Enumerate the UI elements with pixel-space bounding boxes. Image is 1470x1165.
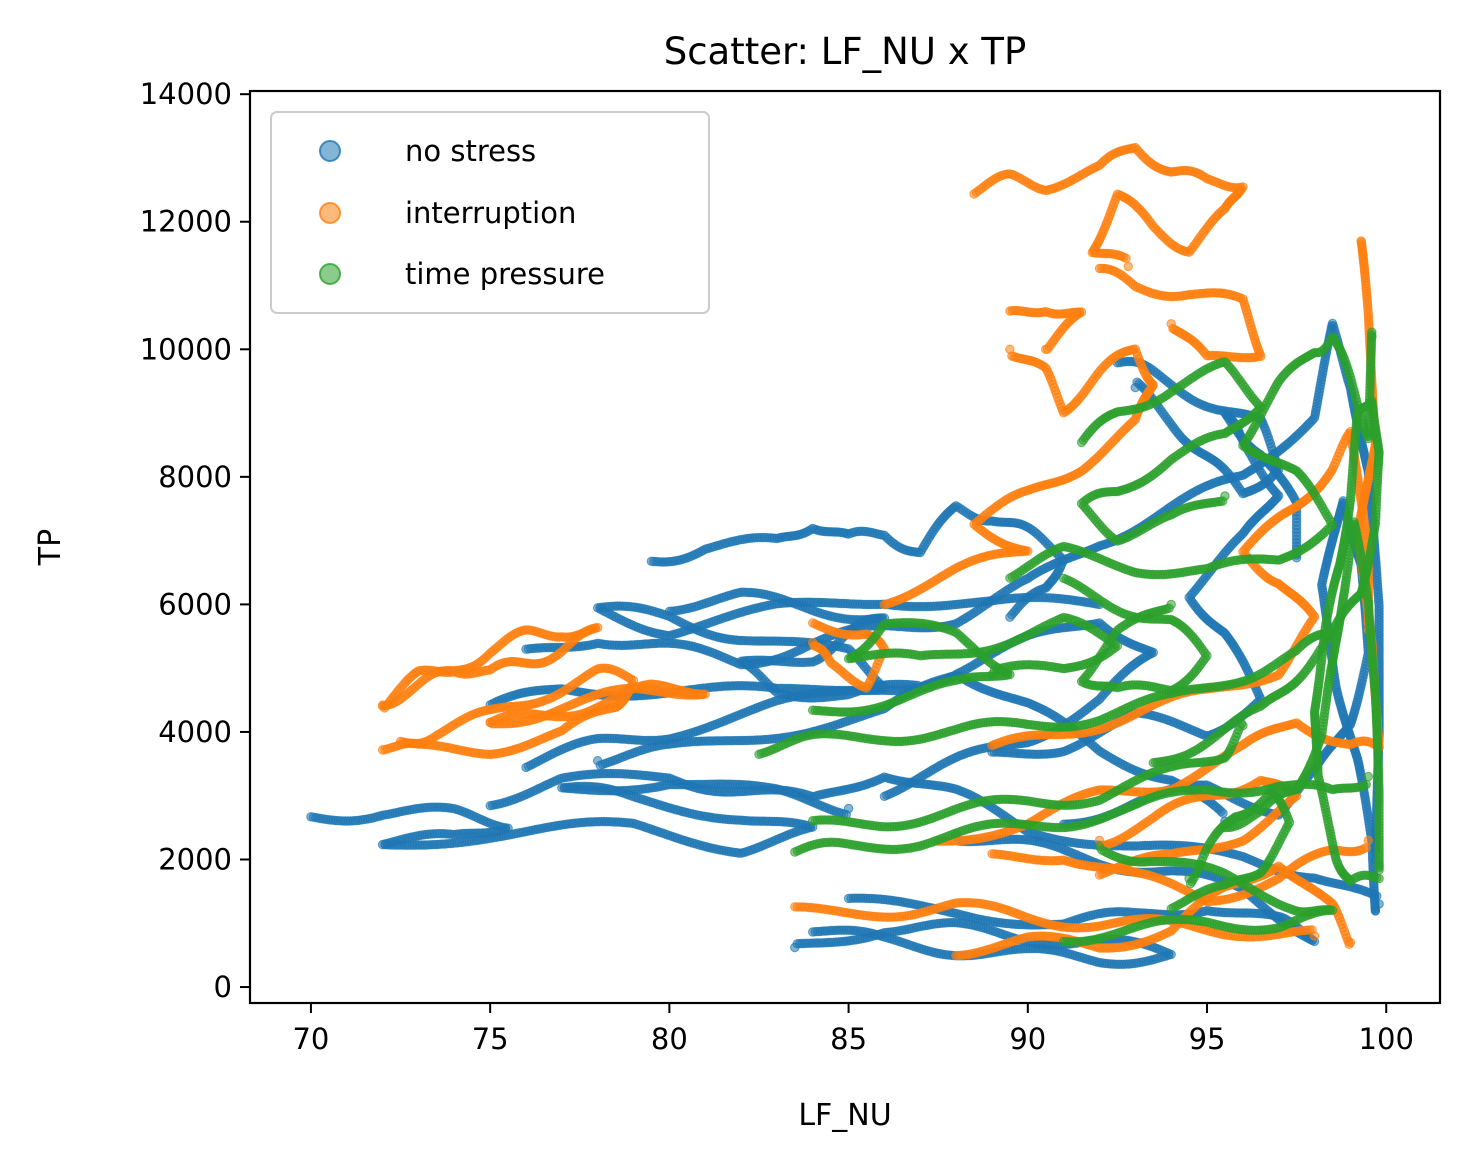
scatter-point [1005, 612, 1015, 622]
scatter-point [377, 700, 388, 710]
scatter-point [1218, 808, 1228, 818]
scatter-point [843, 803, 854, 814]
plot-area [306, 142, 1384, 969]
scatter-point [1130, 382, 1141, 393]
scatter-point [790, 942, 800, 953]
scatter-point [1370, 905, 1381, 916]
scatter-point [593, 756, 603, 766]
